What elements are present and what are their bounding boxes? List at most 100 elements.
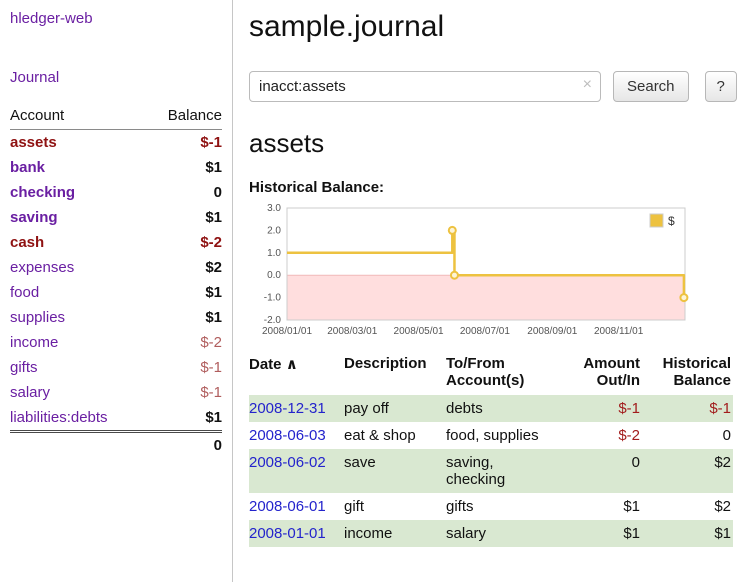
transaction-date-link[interactable]: 2008-01-01 xyxy=(249,525,326,542)
register-header-tofrom: To/From Account(s) xyxy=(446,352,560,395)
clear-search-icon[interactable]: × xyxy=(582,76,592,93)
transaction-date-link[interactable]: 2008-06-01 xyxy=(249,498,326,515)
account-balance: 0 xyxy=(213,184,222,201)
account-name-cell: food xyxy=(10,280,146,305)
register-row: 2008-06-03 eat & shop food, supplies $-2 0 xyxy=(249,422,733,449)
register-description-cell: pay off xyxy=(344,400,389,417)
account-name-cell: saving xyxy=(10,205,146,230)
account-link-assets[interactable]: assets xyxy=(10,134,57,151)
account-name-cell: assets xyxy=(10,130,146,156)
sidebar: hledger-web Journal Account Balance asse… xyxy=(0,0,233,582)
accounts-table: Account Balance assets $-1 bank $1 checking 0… xyxy=(10,104,222,458)
svg-text:3.0: 3.0 xyxy=(267,203,281,214)
register-accounts-cell: saving, checking xyxy=(446,454,506,488)
account-name-cell: cash xyxy=(10,230,146,255)
accounts-total-spacer xyxy=(10,430,147,458)
legend-swatch xyxy=(649,213,664,228)
svg-text:-1.0: -1.0 xyxy=(264,293,282,304)
register-header-balance: Historical Balance xyxy=(642,352,733,395)
account-balance: $-1 xyxy=(200,359,222,376)
register-row: 2008-06-02 save saving, checking 0 $2 xyxy=(249,449,733,493)
page-title: sample.journal xyxy=(249,10,445,43)
search-button[interactable]: Search xyxy=(613,71,689,102)
account-link-bank[interactable]: bank xyxy=(10,159,46,176)
account-balance: $-1 xyxy=(200,384,222,401)
account-link-checking[interactable]: checking xyxy=(10,184,76,201)
transaction-date-link[interactable]: 2008-12-31 xyxy=(249,400,326,417)
account-row: income $-2 xyxy=(10,330,222,355)
app-title-link[interactable]: hledger-web xyxy=(10,10,93,27)
accounts-total-value: 0 xyxy=(146,430,222,458)
register-date-cell: 2008-01-01 xyxy=(249,520,344,547)
legend-label: $ xyxy=(668,214,675,228)
search-form: × Search ? xyxy=(249,71,737,102)
svg-text:2008/07/01: 2008/07/01 xyxy=(460,326,510,337)
register-description-cell: save xyxy=(344,454,376,471)
account-row: assets $-1 xyxy=(10,130,222,156)
transaction-date-link[interactable]: 2008-06-03 xyxy=(249,427,326,444)
account-row: saving $1 xyxy=(10,205,222,230)
account-name-cell: salary xyxy=(10,380,146,405)
account-link-saving[interactable]: saving xyxy=(10,209,58,226)
svg-text:1.0: 1.0 xyxy=(267,248,281,259)
transaction-date-link[interactable]: 2008-06-02 xyxy=(249,454,326,471)
register-balance-cell: 0 xyxy=(722,427,731,444)
register-header-amount-line1: Amount xyxy=(583,355,640,372)
register-amount-cell: 0 xyxy=(631,454,640,471)
search-input[interactable] xyxy=(249,71,601,102)
register-row: 2008-06-01 gift gifts $1 $2 xyxy=(249,493,733,520)
account-name-cell: expenses xyxy=(10,255,146,280)
account-balance: $-1 xyxy=(200,134,222,151)
account-name-cell: supplies xyxy=(10,305,146,330)
svg-text:2008/03/01: 2008/03/01 xyxy=(327,326,377,337)
account-balance: $1 xyxy=(205,409,222,426)
account-balance: $-2 xyxy=(200,334,222,351)
account-row: supplies $1 xyxy=(10,305,222,330)
register-accounts-cell: debts xyxy=(446,400,483,417)
help-button[interactable]: ? xyxy=(704,71,737,102)
register-balance-cell: $2 xyxy=(714,498,731,515)
svg-text:2008/11/01: 2008/11/01 xyxy=(594,326,644,337)
data-point-marker xyxy=(679,293,689,303)
account-link-liabilities-debts[interactable]: liabilities:debts xyxy=(10,409,108,426)
register-date-cell: 2008-12-31 xyxy=(249,395,344,422)
account-balance: $-2 xyxy=(200,234,222,251)
sort-asc-icon: ∧ xyxy=(285,356,298,373)
account-link-salary[interactable]: salary xyxy=(10,384,51,401)
chart-title: Historical Balance: xyxy=(249,179,385,196)
svg-text:2008/05/01: 2008/05/01 xyxy=(394,326,444,337)
register-date-cell: 2008-06-01 xyxy=(249,493,344,520)
register-description-cell: eat & shop xyxy=(344,427,416,444)
account-link-income[interactable]: income xyxy=(10,334,59,351)
register-header-date-label: Date xyxy=(249,356,282,373)
account-link-cash[interactable]: cash xyxy=(10,234,45,251)
account-row: liabilities:debts $1 xyxy=(10,405,222,432)
register-header-amount: Amount Out/In xyxy=(560,352,642,395)
register-table: Date ∧ Description To/From Account(s) Am… xyxy=(249,352,733,547)
account-name-cell: checking xyxy=(10,180,146,205)
register-header-date[interactable]: Date ∧ xyxy=(249,352,344,395)
svg-text:2008/01/01: 2008/01/01 xyxy=(262,326,312,337)
svg-text:2008/09/01: 2008/09/01 xyxy=(527,326,577,337)
account-link-expenses[interactable]: expenses xyxy=(10,259,75,276)
register-accounts-cell: salary xyxy=(446,525,487,542)
register-accounts-cell: food, supplies xyxy=(446,427,539,444)
account-row: cash $-2 xyxy=(10,230,222,255)
register-amount-cell: $1 xyxy=(623,498,640,515)
account-link-food[interactable]: food xyxy=(10,284,40,301)
main-content: sample.journal × Search ? assets Histori… xyxy=(233,0,742,582)
account-link-supplies[interactable]: supplies xyxy=(10,309,66,326)
account-name-cell: liabilities:debts xyxy=(10,405,146,432)
register-header-amount-line2: Out/In xyxy=(596,372,640,389)
journal-link[interactable]: Journal xyxy=(10,69,60,86)
account-balance: $2 xyxy=(205,259,222,276)
svg-text:2.0: 2.0 xyxy=(267,225,281,236)
account-row: bank $1 xyxy=(10,155,222,180)
account-name-cell: gifts xyxy=(10,355,146,380)
register-header-row: Date ∧ Description To/From Account(s) Am… xyxy=(249,352,733,395)
account-row: checking 0 xyxy=(10,180,222,205)
account-row: gifts $-1 xyxy=(10,355,222,380)
account-link-gifts[interactable]: gifts xyxy=(10,359,38,376)
